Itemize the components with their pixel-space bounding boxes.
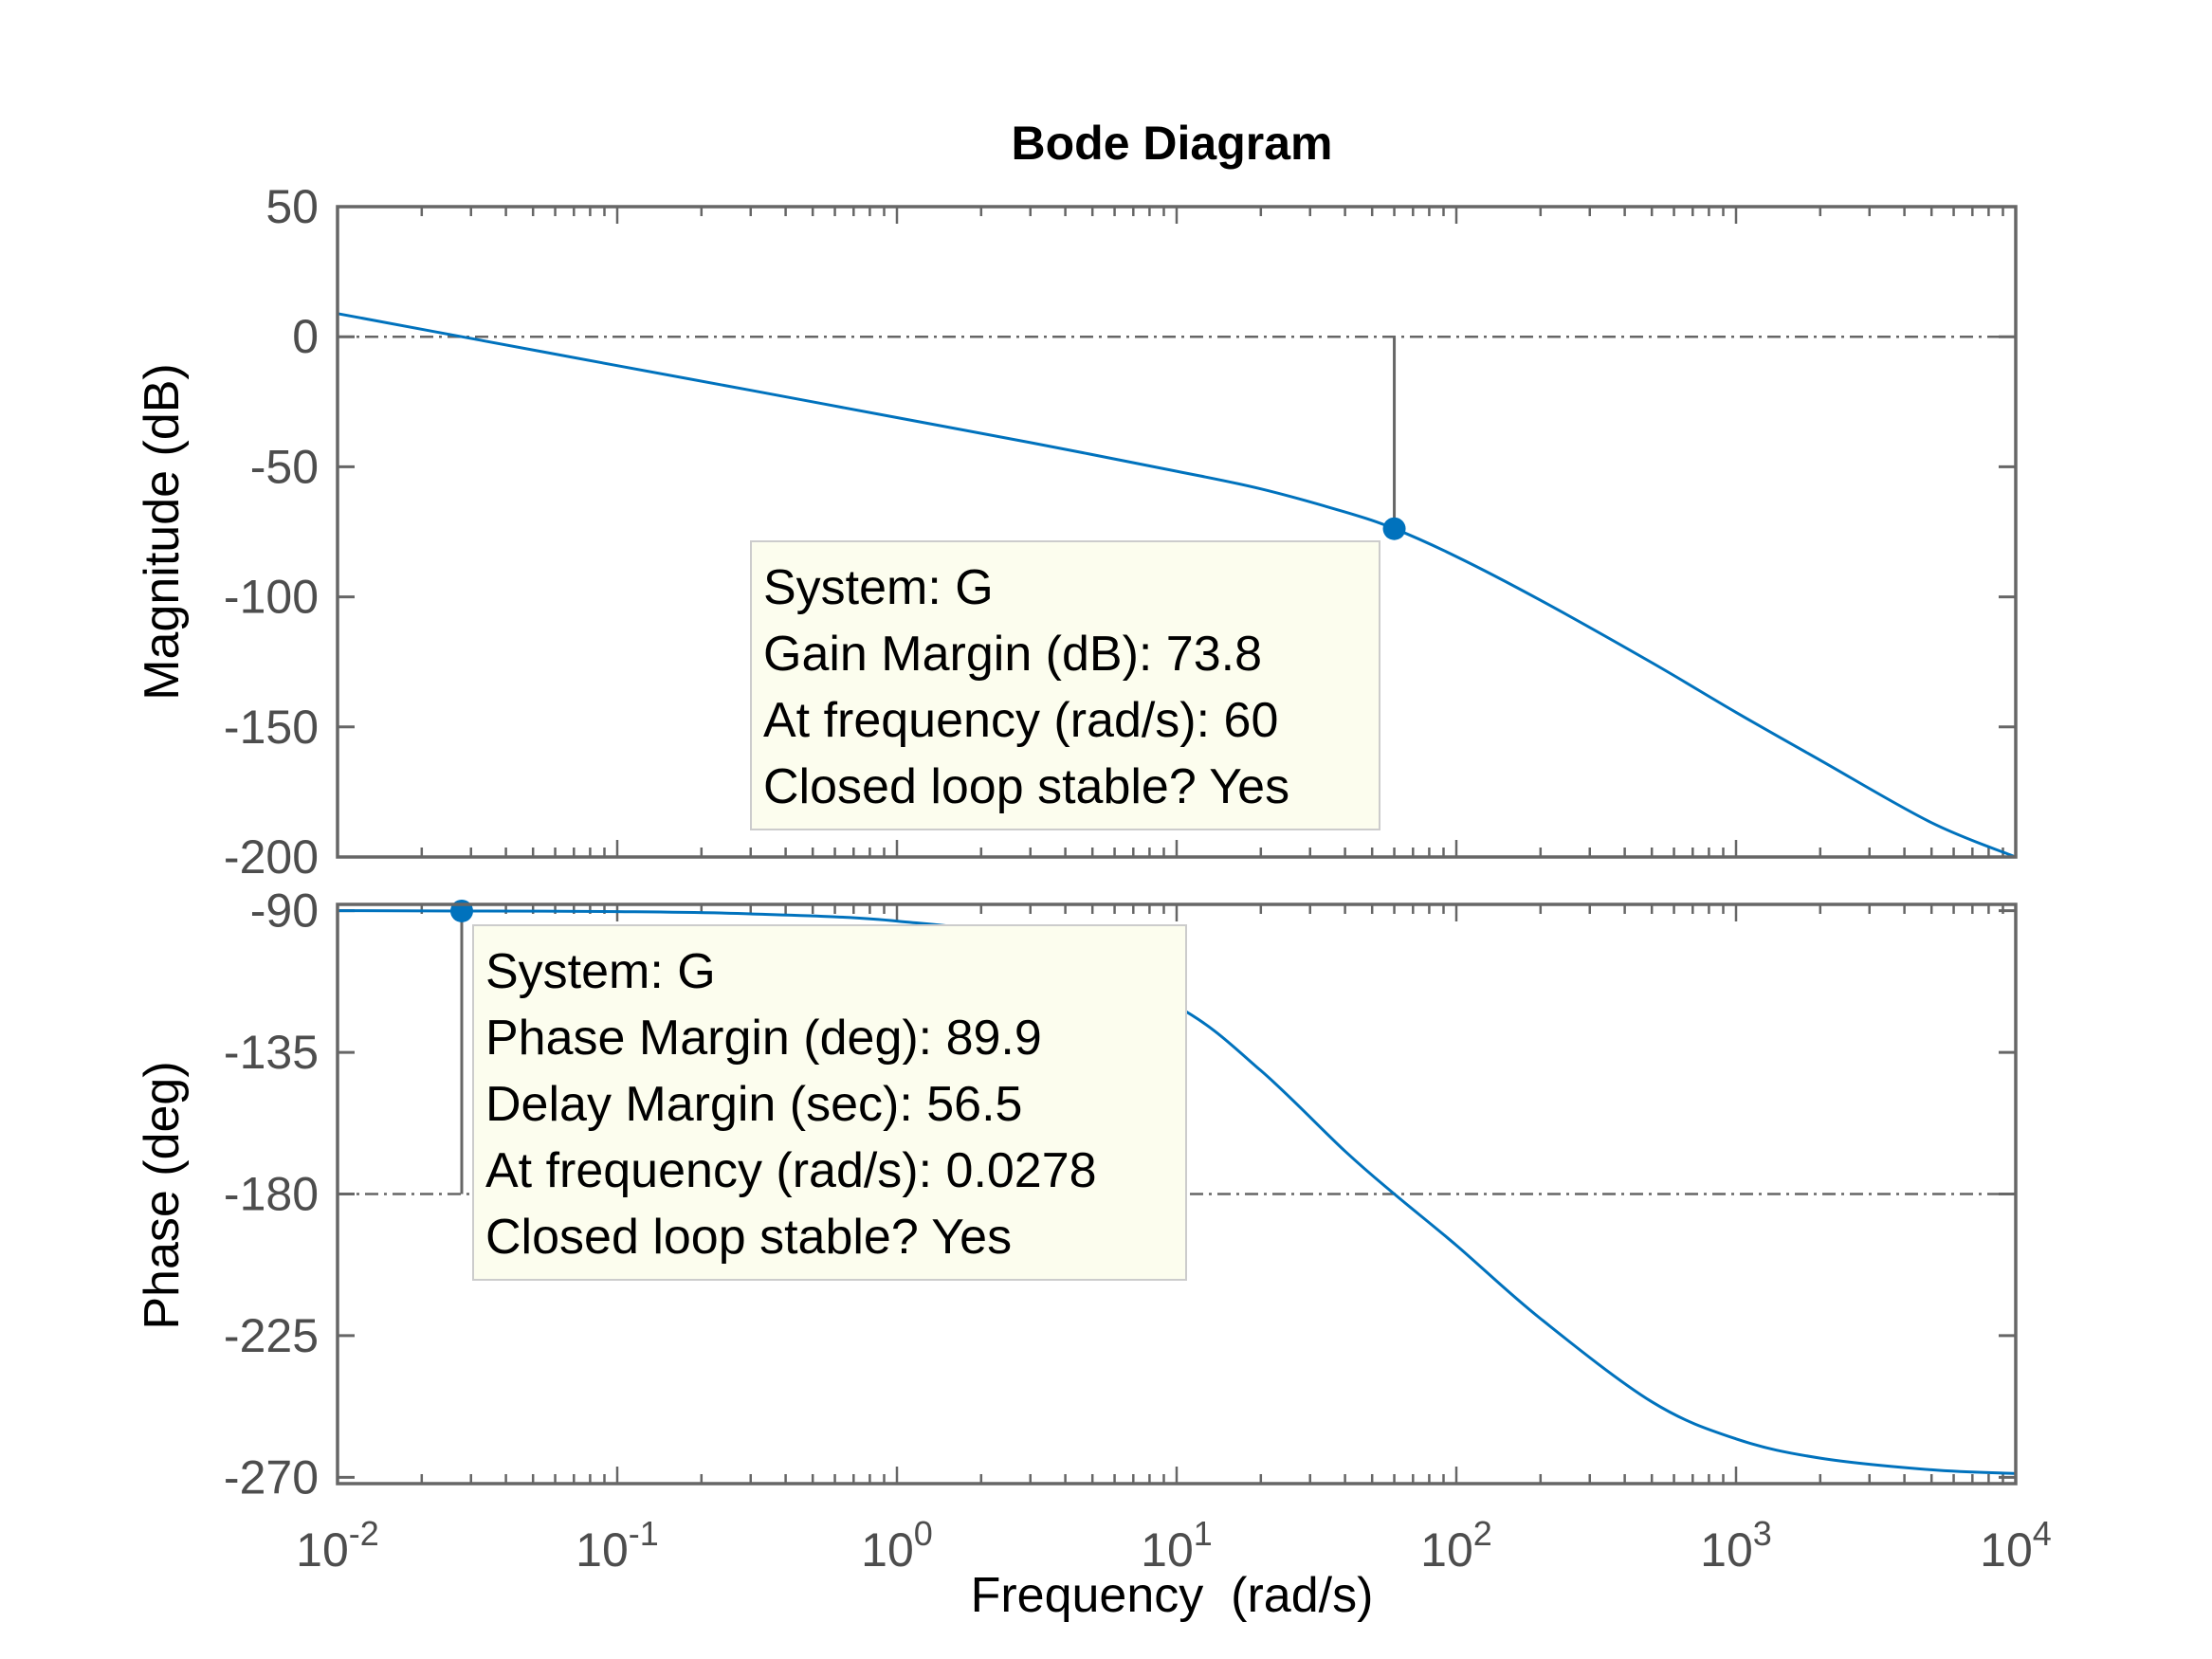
x-tick-label: 100 xyxy=(861,1514,933,1577)
gain-margin-datatip-line-system: System: G xyxy=(763,560,994,615)
x-tick-label: 10-2 xyxy=(296,1514,379,1577)
x-tick-label: 10-1 xyxy=(576,1514,659,1577)
gain-margin-marker[interactable] xyxy=(1382,517,1406,540)
x-tick-label: 103 xyxy=(1700,1514,1772,1577)
phase-margin-datatip-line-stable: Closed loop stable? Yes xyxy=(485,1210,1012,1265)
magnitude-ytick-label: 0 xyxy=(292,310,319,363)
gain-margin-datatip-line-frequency: At frequency (rad/s): 60 xyxy=(763,693,1278,748)
magnitude-ytick-label: -50 xyxy=(250,440,319,493)
phase-ylabel: Phase (deg) xyxy=(135,1061,190,1329)
x-tick-label: 101 xyxy=(1141,1514,1213,1577)
phase-margin-datatip-line-delay-margin: Delay Margin (sec): 56.5 xyxy=(485,1077,1022,1132)
magnitude-ticks: 50 0 -50 -100 -150 -200 xyxy=(224,180,2018,884)
phase-ytick-label: -135 xyxy=(224,1026,319,1079)
magnitude-axes-frame xyxy=(336,205,2018,859)
magnitude-curve xyxy=(337,312,2017,859)
gain-margin-datatip-line-gain-margin: Gain Margin (dB): 73.8 xyxy=(763,627,1262,682)
x-tick-label: 102 xyxy=(1420,1514,1492,1577)
phase-curve xyxy=(337,909,2017,1475)
phase-margin-datatip[interactable]: System: G Phase Margin (deg): 89.9 Delay… xyxy=(472,924,1187,1281)
phase-ytick-label: -90 xyxy=(250,884,319,938)
magnitude-panel: 50 0 -50 -100 -150 -200 Magnitude (dB) System… xyxy=(135,180,2018,884)
x-axis-label: Frequency (rad/s) xyxy=(971,1568,1374,1623)
phase-margin-datatip-line-system: System: G xyxy=(485,944,716,999)
x-tick-label: 104 xyxy=(1980,1514,2052,1577)
phase-margin-datatip-line-phase-margin: Phase Margin (deg): 89.9 xyxy=(485,1011,1042,1066)
gain-margin-datatip-box xyxy=(750,540,1380,830)
gain-margin-datatip[interactable]: System: G Gain Margin (dB): 73.8 At freq… xyxy=(750,540,1380,830)
phase-margin-datatip-box xyxy=(472,924,1187,1281)
phase-ytick-label: -180 xyxy=(224,1168,319,1221)
gain-margin-datatip-line-stable: Closed loop stable? Yes xyxy=(763,759,1289,814)
phase-margin-datatip-line-frequency: At frequency (rad/s): 0.0278 xyxy=(485,1143,1097,1198)
magnitude-ytick-label: -150 xyxy=(224,701,319,754)
x-tick-labels: 10-2 10-1 100 101 102 103 104 xyxy=(296,1514,2052,1577)
phase-panel: -90 -135 -180 -225 -270 Phase (deg) System: … xyxy=(135,884,2018,1504)
phase-ytick-label: -225 xyxy=(224,1309,319,1362)
magnitude-ylabel: Magnitude (dB) xyxy=(135,363,190,701)
phase-axes-frame xyxy=(336,902,2018,1486)
chart-title: Bode Diagram xyxy=(1012,117,1333,170)
magnitude-ytick-label: 50 xyxy=(265,180,319,233)
magnitude-ytick-label: -100 xyxy=(224,571,319,624)
magnitude-ytick-label: -200 xyxy=(224,830,319,884)
phase-ytick-label: -270 xyxy=(224,1450,319,1504)
